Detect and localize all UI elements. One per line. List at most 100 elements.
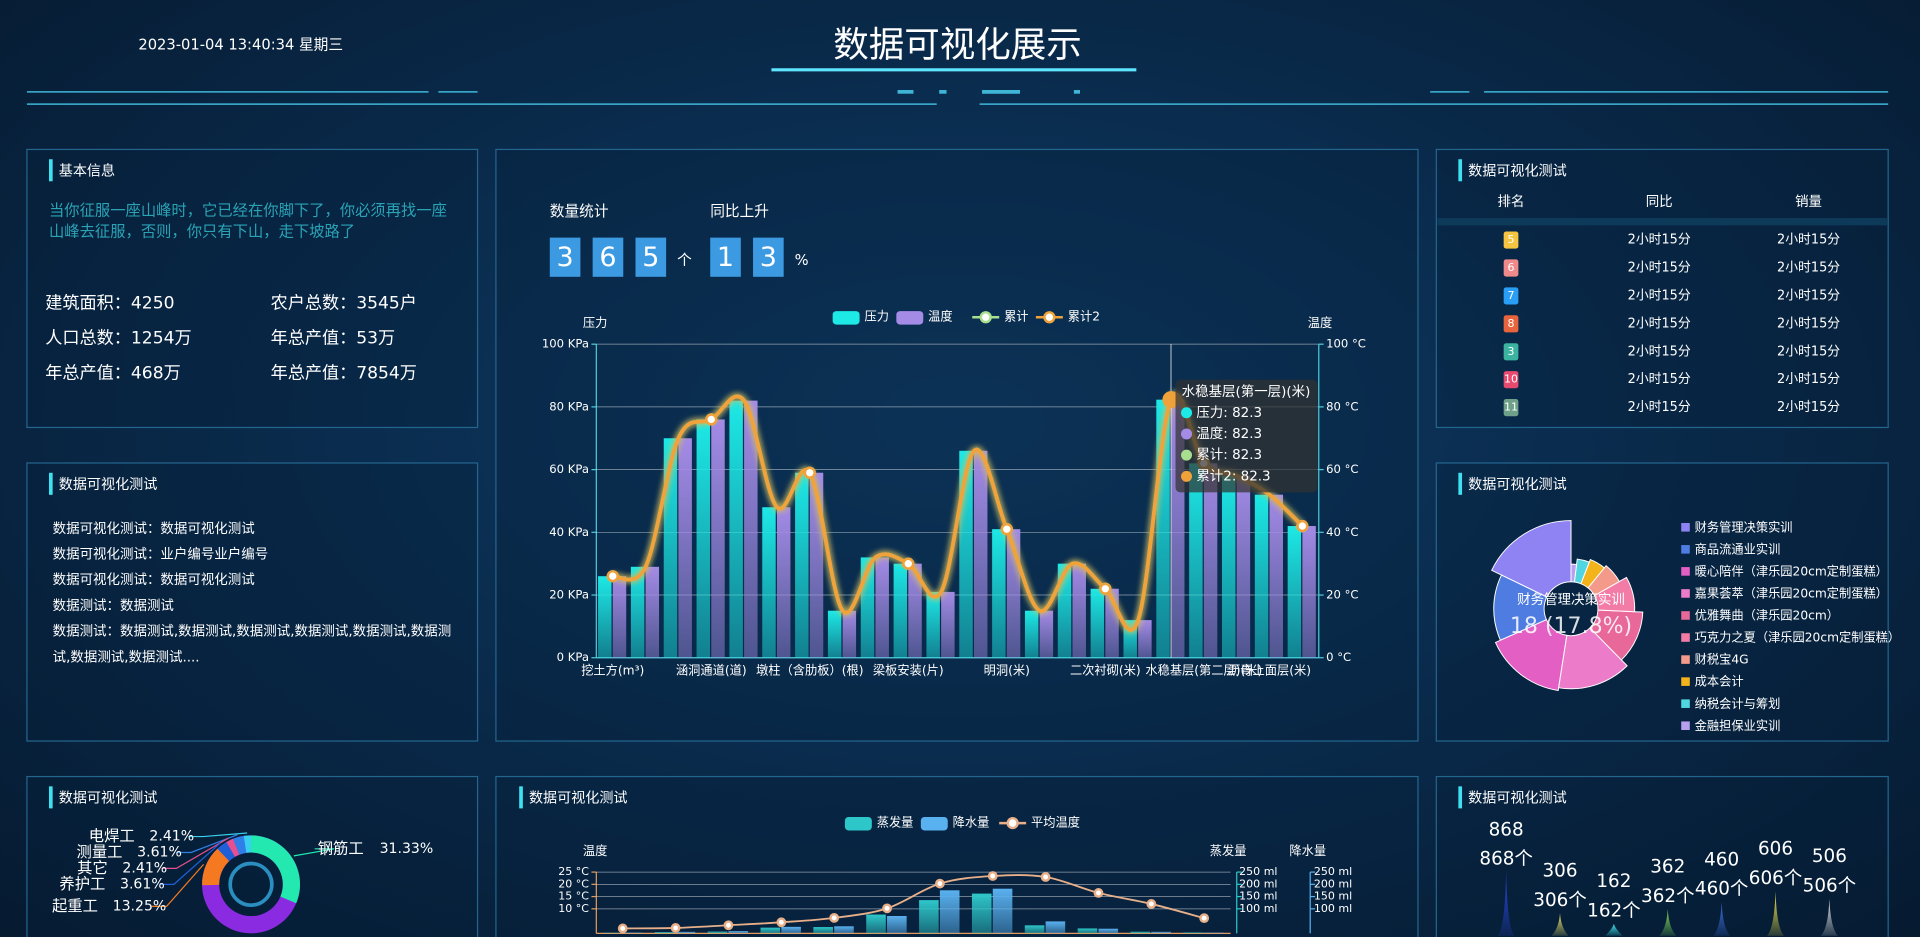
- info-item: 数据可视化测试：业户编号业户编号: [52, 546, 269, 563]
- title-bar: [1458, 472, 1463, 495]
- legend-swatch: [1681, 633, 1690, 642]
- line-marker: [1199, 913, 1210, 924]
- bar: [1024, 610, 1039, 658]
- rank-badge: [1503, 315, 1519, 333]
- tooltip-item: 累计: 82.3: [1196, 447, 1262, 463]
- counter-unit: %: [795, 252, 809, 269]
- digit: 6: [599, 242, 616, 273]
- bar: [973, 450, 988, 658]
- x-tick-label: 涵洞通道(道): [676, 664, 747, 678]
- spike: [1766, 891, 1785, 936]
- tick-label: 100 ml: [1239, 902, 1277, 915]
- spike: [1713, 901, 1731, 936]
- tick-label: 20 KPa: [549, 588, 589, 602]
- rank-number: 8: [1508, 317, 1515, 330]
- x-tick-label: 沥青上面层(米): [1228, 664, 1311, 678]
- bar: [1138, 620, 1152, 658]
- tick-label: 80 KPa: [549, 399, 589, 413]
- tick-label: 20 °C: [1326, 588, 1358, 602]
- table-cell: 2小时15分: [1777, 233, 1840, 248]
- spike: [1551, 913, 1569, 936]
- tick-label: 25 °C: [558, 865, 589, 878]
- legend-label: 累计: [1004, 310, 1028, 324]
- slice-label: 31.33%: [380, 841, 434, 857]
- panel: [26, 775, 479, 937]
- center-name: 财务管理决策实训: [1517, 591, 1625, 608]
- donut-slice: [226, 838, 240, 857]
- page-title: 数据可视化展示: [833, 25, 1081, 66]
- line-marker: [1296, 519, 1309, 533]
- bar: [1287, 526, 1302, 658]
- datetime: 2023-01-04 13:40:34 星期三: [138, 36, 343, 53]
- legend-label: 温度: [928, 309, 952, 324]
- tooltip-item: 温度: 82.3: [1196, 426, 1262, 442]
- rose-slice: [1491, 520, 1572, 598]
- leader-line: [293, 848, 335, 857]
- bar: [1077, 928, 1098, 934]
- quote-box: 当你征服一座山峰时，它已经在你脚下了，你必须再找一座山峰去征服，否则，你只有下山…: [49, 201, 447, 240]
- bar: [1024, 925, 1045, 934]
- line-marker: [670, 923, 681, 933]
- line-marker: [882, 903, 892, 914]
- header-decor: [26, 68, 1889, 105]
- rose-slice: [1494, 619, 1568, 692]
- legend-label: 财务管理决策实训: [1695, 519, 1793, 534]
- rank-badge: [1503, 343, 1519, 361]
- rose-slice: [1580, 558, 1606, 589]
- slice-name: 其它: [77, 859, 108, 877]
- bar: [1203, 463, 1218, 658]
- rank-number: 6: [1508, 261, 1515, 274]
- line-marker: [803, 466, 816, 479]
- table-cell: 2小时15分: [1628, 344, 1691, 359]
- tick-label: 80 °C: [1326, 399, 1358, 413]
- tick-label: 0 °C: [1326, 650, 1351, 664]
- legend-swatch: [979, 311, 992, 324]
- table-cell: 2小时15分: [1777, 260, 1840, 275]
- tick-label: 15 °C: [558, 890, 589, 903]
- legend-swatch: [1681, 699, 1690, 708]
- digit: 3: [557, 242, 574, 273]
- slice-label: 3.61%: [137, 844, 182, 860]
- donut-slice: [251, 835, 300, 904]
- tooltip-title: 水稳基层(第一层)(米): [1182, 383, 1311, 400]
- bar: [663, 438, 678, 658]
- title-bar: [1458, 786, 1463, 809]
- line-marker: [1146, 899, 1157, 909]
- value-number: 306: [1542, 861, 1577, 882]
- bar: [630, 566, 645, 658]
- line-marker: [934, 878, 945, 889]
- rank-number: 3: [1508, 345, 1515, 358]
- legend-swatch: [1681, 655, 1690, 664]
- bar: [760, 927, 781, 934]
- tooltip-dot: [1181, 449, 1193, 461]
- panel-title: 数据可视化测试: [59, 791, 158, 807]
- rank-number: 7: [1508, 289, 1515, 302]
- donut-slice: [202, 848, 230, 886]
- tick-label: 10 °C: [558, 902, 589, 915]
- bar: [827, 610, 842, 658]
- bar: [1130, 931, 1151, 934]
- panel-title: 基本信息: [59, 162, 115, 179]
- leader-line: [151, 863, 205, 907]
- stat: 年总产值：7854万: [271, 364, 417, 384]
- rank-badge: [1503, 371, 1519, 389]
- legend-label: 嘉果荟萃（津乐园20cm定制蛋糕）: [1695, 586, 1888, 601]
- value-number: 362: [1650, 857, 1685, 878]
- info-list: 数据可视化测试：数据可视化测试 数据可视化测试：业户编号业户编号 数据可视化测试：数…: [53, 516, 457, 670]
- slice-name: 电焊工: [89, 827, 135, 845]
- x-tick-label: 明洞(米): [984, 664, 1030, 678]
- table-header: 同比: [1646, 194, 1673, 210]
- digit-box: [710, 237, 741, 277]
- bar: [776, 507, 791, 658]
- bar: [992, 529, 1006, 658]
- rose-slice: [1558, 627, 1628, 690]
- table-cell: 2小时15分: [1628, 288, 1691, 303]
- highlight-marker: [1162, 391, 1180, 409]
- axis-title: 蒸发量: [1210, 843, 1247, 858]
- title-bars: [48, 159, 1463, 809]
- bar: [598, 576, 612, 658]
- legend-label: 优雅舞曲（津乐园20cm）: [1695, 608, 1839, 623]
- rose-slice: [1593, 576, 1636, 613]
- bar: [1236, 475, 1251, 658]
- bar: [834, 926, 854, 934]
